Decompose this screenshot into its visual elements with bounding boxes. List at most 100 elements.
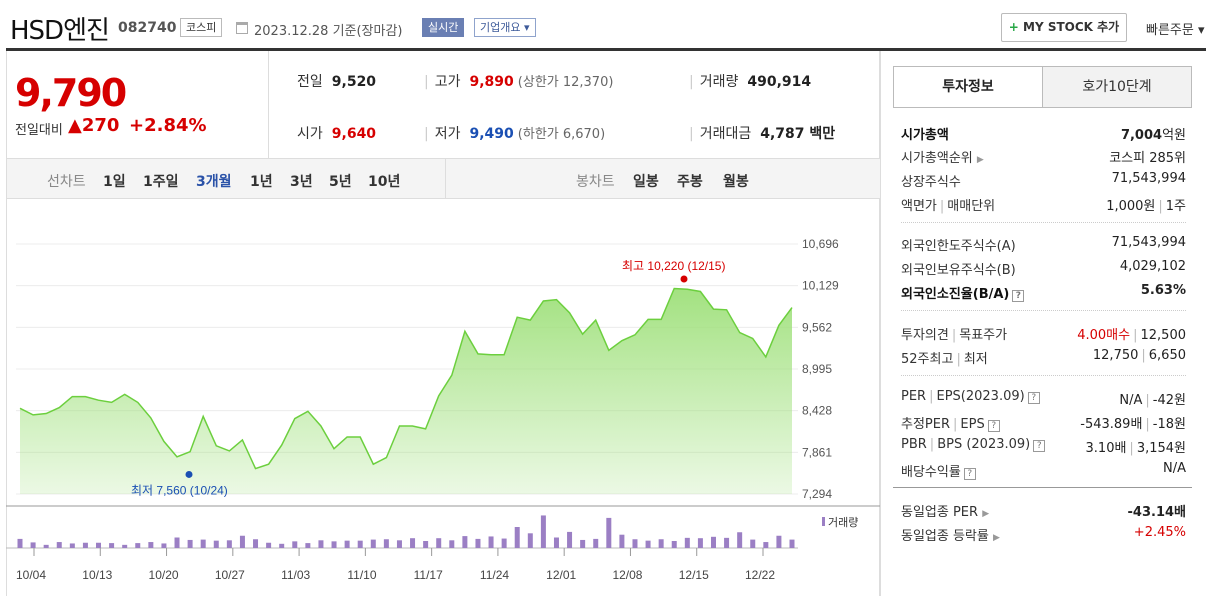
row-est-per: 추정PER | EPS? -543.89배 | -18원 [901,410,1186,432]
volume-bar [56,542,62,548]
tab-period-1w[interactable]: 1주일 [143,174,179,190]
stat-prev: 전일 9,520 [297,71,376,91]
row-value: -43.14배 [1127,505,1186,520]
mcap-rank-label: 시가총액순위 [901,151,973,166]
quick-order-button[interactable]: 빠른주문 ▾ [1146,19,1205,38]
price-change-pct: +2.84% [129,115,207,136]
volume-bar [632,539,638,548]
row-sector-per[interactable]: 동일업종 PER ▶ -43.14배 [901,498,1186,520]
volume-bar [658,539,664,548]
tab-invest-info[interactable]: 투자정보 [893,66,1043,108]
stat-value: 4,787 백만 [760,126,836,142]
tab-candle-weekly[interactable]: 주봉 [677,174,703,190]
separator: | [1141,348,1146,363]
separator: | [689,126,694,142]
x-tick-label: 12/08 [612,568,642,582]
x-tick-label: 10/20 [149,568,179,582]
w52-high-label: 52주최고 [901,352,954,367]
row-value: 7,004억원 [1121,124,1186,143]
volume-bar [567,531,573,548]
stat-label: 고가 [434,74,461,90]
opinion-value: 4.00매수 [1077,328,1131,343]
help-icon[interactable]: ? [1033,440,1046,452]
tab-period-5y[interactable]: 5년 [329,174,352,190]
volume-bar [357,540,363,548]
row-value: +2.45% [1133,525,1186,540]
separator: | [1129,441,1134,456]
tab-period-3m[interactable]: 3개월 [196,174,232,190]
row-opinion: 투자의견 | 목표주가 4.00매수 | 12,500 [901,321,1186,343]
volume-bar [396,540,402,548]
tab-order-book[interactable]: 호가10단계 [1042,66,1192,108]
realtime-button[interactable]: 실시간 [422,18,465,37]
volume-bar [423,541,429,548]
volume-bar [200,539,206,548]
tabs-divider [445,159,446,199]
separator: | [1145,417,1150,432]
upper-limit: (상한가 12,370) [517,75,614,90]
tab-period-1d[interactable]: 1일 [103,174,126,190]
w52-low: 6,650 [1148,348,1186,363]
candle-chart-label: 봉차트 [576,174,615,190]
volume-bar [645,540,651,548]
help-icon[interactable]: ? [987,420,1000,432]
tab-period-1y[interactable]: 1년 [250,174,273,190]
row-foreign-limit: 외국인한도주식수(A) 71,543,994 [901,232,1186,254]
help-icon[interactable]: ? [963,468,976,480]
stat-value: 9,640 [331,126,377,142]
row-value: 3.10배 | 3,154원 [1086,437,1186,456]
help-icon[interactable]: ? [1012,290,1025,302]
volume-bar [501,538,507,548]
quote-date: 2023.12.28 기준(장마감) [254,24,403,39]
chevron-down-icon: ▾ [523,21,530,34]
y-tick-label: 10,129 [802,279,839,293]
target-label: 목표주가 [959,328,1008,343]
volume-bar [266,542,272,548]
my-stock-add-button[interactable]: + MY STOCK 추가 [1001,13,1127,42]
max-annotation: 최고 10,220 (12/15) [622,259,725,273]
row-mcap-rank[interactable]: 시가총액순위 ▶ 코스피 285위 [901,144,1186,166]
volume-bar [331,541,337,548]
my-stock-add-label: MY STOCK 추가 [1023,20,1120,34]
calendar-icon [236,22,248,34]
divider [901,375,1186,376]
row-par-value: 액면가 | 매매단위 1,000원 | 1주 [901,192,1186,214]
x-tick-label: 10/13 [82,568,112,582]
volume-bar [187,539,193,548]
stock-name: HSD엔진 [10,16,110,46]
row-sector-rate[interactable]: 동일업종 등락률 ▶ +2.45% [901,522,1186,544]
volume-bar [710,536,716,548]
row-value: 71,543,994 [1111,235,1186,250]
volume-bar [580,539,586,548]
dividend-label: 배당수익률 [901,465,961,480]
row-label: PER | EPS(2023.09)? [901,389,1040,404]
header-divider [6,48,1206,51]
stat-label: 거래대금 [699,126,752,142]
separator: | [956,352,961,367]
tab-period-3y[interactable]: 3년 [290,174,313,190]
bps-value: 3,154원 [1136,441,1186,456]
x-tick-label: 11/10 [347,568,376,582]
tab-candle-daily[interactable]: 일봉 [633,174,659,190]
row-label: 외국인소진율(B/A)? [901,283,1025,302]
separator: | [424,74,429,90]
plus-icon: + [1008,20,1019,34]
max-marker [680,275,688,283]
row-label: 배당수익률? [901,461,976,480]
pbr-value: 3.10배 [1085,441,1127,456]
line-chart-label: 선차트 [47,174,86,190]
separator: | [953,417,958,432]
stat-label: 거래량 [699,74,739,90]
chevron-right-icon: ▶ [993,533,1000,543]
volume-bar [305,543,311,548]
tab-period-10y[interactable]: 10년 [368,174,401,190]
min-annotation: 최저 7,560 (10/24) [131,483,228,497]
quote-panel: 9,790 전일대비 ▲270 +2.84% 전일 9,520 | 고가 9,890(… [6,51,880,596]
company-overview-dropdown[interactable]: 기업개요 ▾ [474,18,536,37]
eps-label: EPS(2023.09) [936,389,1025,404]
tab-candle-monthly[interactable]: 월봉 [723,174,749,190]
volume-bar [161,543,167,548]
help-icon[interactable]: ? [1027,392,1040,404]
separator: | [1158,199,1163,214]
price-area-fill [20,288,792,494]
